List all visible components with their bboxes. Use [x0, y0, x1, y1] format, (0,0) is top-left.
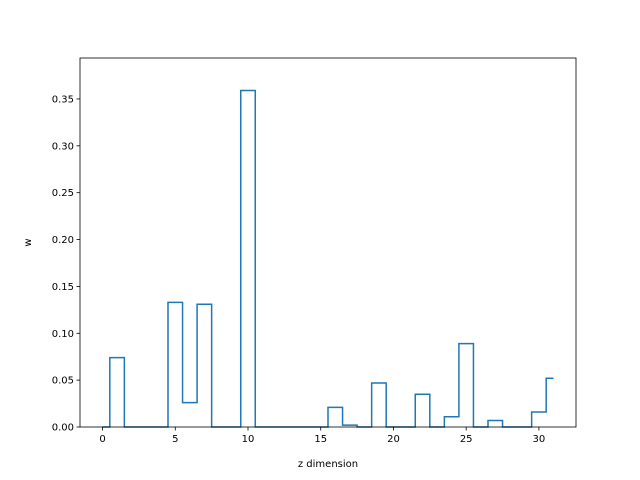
x-tick-label: 30 — [533, 434, 546, 445]
y-tick-label: 0.20 — [52, 235, 74, 246]
y-tick-label: 0.35 — [52, 94, 74, 105]
x-tick-label: 25 — [460, 434, 473, 445]
x-tick-label: 15 — [314, 434, 327, 445]
y-tick-label: 0.25 — [52, 188, 74, 199]
y-tick-label: 0.05 — [52, 376, 74, 387]
y-tick-label: 0.30 — [52, 141, 74, 152]
y-axis-label: w — [23, 238, 34, 246]
x-tick-label: 0 — [99, 434, 105, 445]
axes-frame — [79, 57, 577, 428]
x-tick-label: 5 — [172, 434, 178, 445]
y-tick-label: 0.00 — [52, 423, 74, 434]
x-tick-label: 20 — [387, 434, 400, 445]
y-tick-label: 0.15 — [52, 282, 74, 293]
x-axis-label: z dimension — [298, 459, 358, 470]
x-tick-label: 10 — [242, 434, 255, 445]
y-tick-label: 0.10 — [52, 329, 74, 340]
axis-ticks: 0 5 10 15 20 25 30 0.00 0.05 0.10 0.15 0.20 0.25 0.30… — [52, 94, 546, 445]
